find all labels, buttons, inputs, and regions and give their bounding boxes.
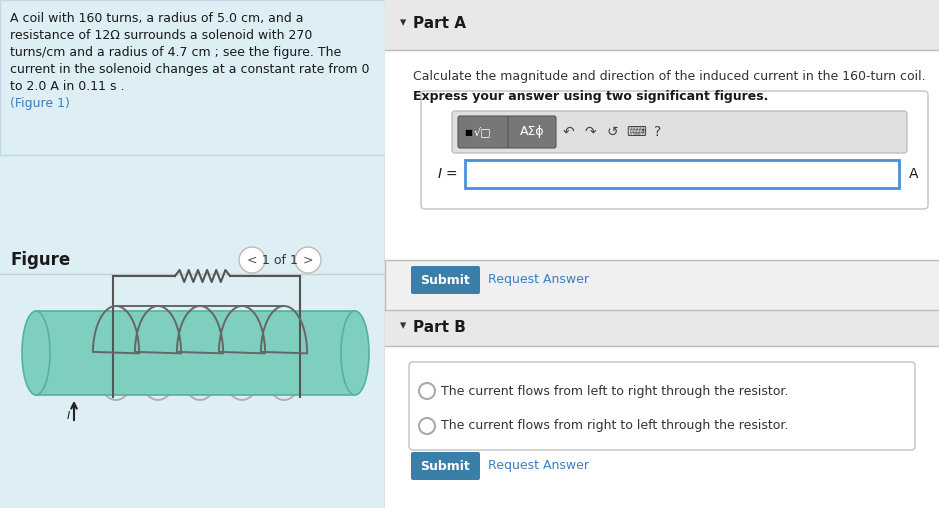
Ellipse shape xyxy=(22,311,50,395)
Text: ■: ■ xyxy=(464,128,472,137)
FancyBboxPatch shape xyxy=(385,0,939,50)
FancyBboxPatch shape xyxy=(465,160,899,188)
Text: turns/cm and a radius of 4.7 cm ; see the figure. The: turns/cm and a radius of 4.7 cm ; see th… xyxy=(10,46,341,59)
Circle shape xyxy=(239,247,265,273)
Text: ▾: ▾ xyxy=(400,320,407,333)
Text: ΑΣϕ: ΑΣϕ xyxy=(519,125,545,139)
Circle shape xyxy=(419,418,435,434)
Text: ↷: ↷ xyxy=(584,125,596,139)
FancyBboxPatch shape xyxy=(421,91,928,209)
Text: A coil with 160 turns, a radius of 5.0 cm, and a: A coil with 160 turns, a radius of 5.0 c… xyxy=(10,12,303,25)
FancyBboxPatch shape xyxy=(0,0,385,155)
Text: Request Answer: Request Answer xyxy=(488,273,589,287)
Text: A: A xyxy=(909,167,918,181)
Text: resistance of 12Ω surrounds a solenoid with 270: resistance of 12Ω surrounds a solenoid w… xyxy=(10,29,313,42)
Text: 1 of 1: 1 of 1 xyxy=(262,253,298,267)
FancyBboxPatch shape xyxy=(385,310,939,346)
Text: >: > xyxy=(302,253,314,267)
Text: Request Answer: Request Answer xyxy=(488,460,589,472)
Text: Submit: Submit xyxy=(420,273,470,287)
Text: $I$: $I$ xyxy=(66,409,70,421)
FancyBboxPatch shape xyxy=(508,116,556,148)
Text: $I$ =: $I$ = xyxy=(437,167,457,181)
Text: Part B: Part B xyxy=(413,320,466,334)
FancyBboxPatch shape xyxy=(385,50,939,260)
Ellipse shape xyxy=(341,311,369,395)
FancyBboxPatch shape xyxy=(411,266,480,294)
FancyBboxPatch shape xyxy=(458,116,510,148)
Text: <: < xyxy=(247,253,257,267)
Circle shape xyxy=(419,383,435,399)
Text: Submit: Submit xyxy=(420,460,470,472)
Text: ↶: ↶ xyxy=(562,125,574,139)
FancyBboxPatch shape xyxy=(0,0,385,508)
Text: (Figure 1): (Figure 1) xyxy=(10,97,69,110)
Text: Express your answer using two significant figures.: Express your answer using two significan… xyxy=(413,90,768,103)
FancyBboxPatch shape xyxy=(385,346,939,508)
Text: The current flows from left to right through the resistor.: The current flows from left to right thr… xyxy=(441,385,789,397)
Text: ▾: ▾ xyxy=(400,16,407,29)
Text: Part A: Part A xyxy=(413,16,466,31)
Text: ⌨: ⌨ xyxy=(626,125,646,139)
Text: to 2.0 A in 0.11 s .: to 2.0 A in 0.11 s . xyxy=(10,80,125,93)
FancyBboxPatch shape xyxy=(409,362,915,450)
Text: Figure: Figure xyxy=(10,251,70,269)
FancyBboxPatch shape xyxy=(411,452,480,480)
Text: ?: ? xyxy=(654,125,662,139)
Text: current in the solenoid changes at a constant rate from 0: current in the solenoid changes at a con… xyxy=(10,63,370,76)
Text: √□: √□ xyxy=(473,126,491,137)
Circle shape xyxy=(295,247,321,273)
FancyBboxPatch shape xyxy=(452,111,907,153)
Text: The current flows from right to left through the resistor.: The current flows from right to left thr… xyxy=(441,420,789,432)
Text: ↺: ↺ xyxy=(607,125,618,139)
Text: Calculate the magnitude and direction of the induced current in the 160-turn coi: Calculate the magnitude and direction of… xyxy=(413,70,926,83)
FancyBboxPatch shape xyxy=(36,311,355,395)
